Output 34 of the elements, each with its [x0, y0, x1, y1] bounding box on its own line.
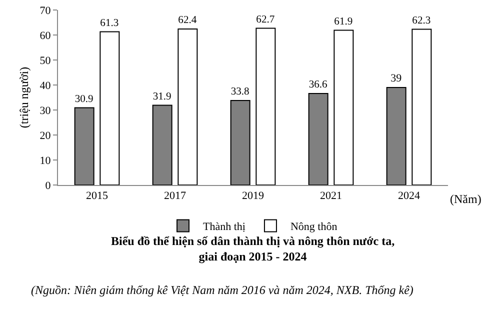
text: (Nguồn: Niên giám thống kê Việt Nam năm 2016 và năm 2024, NXB. Thống kê) — [31, 283, 414, 297]
y-tick-label: 20 — [40, 130, 52, 142]
y-tick-label: 0 — [45, 180, 52, 192]
data-label: 33.8 — [230, 86, 250, 98]
y-tick-label: 40 — [40, 80, 52, 92]
x-axis-title: (Năm) — [450, 192, 482, 206]
x-tick-label: 2024 — [398, 190, 420, 202]
y-axis-title: (triệu người) — [17, 66, 32, 128]
data-label: 61.3 — [100, 18, 119, 29]
data-label: 62.4 — [178, 15, 198, 26]
x-tick-label: 2015 — [86, 190, 108, 202]
legend-label: Thành thị — [203, 221, 246, 234]
data-label: 39 — [390, 72, 402, 84]
y-tick-label: 30 — [40, 104, 52, 117]
y-tick-label: 10 — [40, 154, 52, 167]
data-label: 62.3 — [412, 15, 431, 26]
bar — [100, 31, 120, 185]
data-label: 61.9 — [334, 16, 353, 28]
x-tick-label: 2019 — [242, 190, 264, 202]
y-tick-label: 50 — [40, 54, 52, 67]
bar — [412, 28, 432, 185]
y-tick-label: 70 — [40, 4, 52, 17]
x-tick-label: 2021 — [320, 190, 342, 202]
data-label: 36.6 — [308, 80, 328, 91]
bar — [256, 28, 276, 185]
text: Biểu đồ thể hiện số dân thành thị và nông thôn nước ta, giai đoạn 2015 - 2024 — [111, 234, 395, 264]
bar — [334, 30, 354, 185]
y-tick-label: 60 — [40, 30, 52, 42]
data-label: 31.9 — [152, 91, 172, 102]
x-tick-label: 2017 — [164, 190, 186, 202]
data-label: 30.9 — [74, 94, 94, 105]
legend-label: Nông thôn — [290, 221, 338, 234]
bar — [178, 28, 198, 185]
data-label: 62.7 — [256, 14, 275, 26]
